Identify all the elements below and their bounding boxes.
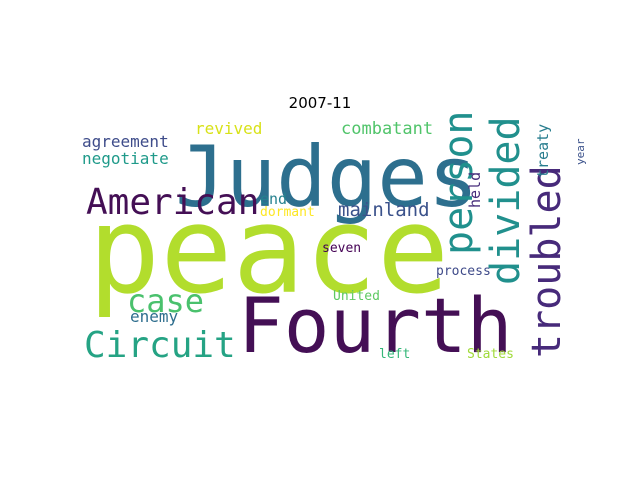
word-left: left bbox=[379, 347, 410, 362]
word-dormant: dormant bbox=[260, 205, 315, 220]
word-seven: seven bbox=[322, 241, 361, 256]
word-divided: divided bbox=[483, 116, 529, 285]
word-person: person bbox=[436, 111, 482, 256]
word-end: end bbox=[260, 190, 287, 208]
word-negotiate: negotiate bbox=[82, 149, 169, 168]
word-combatant: combatant bbox=[341, 119, 433, 139]
word-mainland: mainland bbox=[338, 199, 430, 221]
word-troubled: troubled bbox=[524, 165, 570, 358]
word-circuit: Circuit bbox=[84, 325, 236, 366]
word-united: United bbox=[333, 289, 380, 304]
chart-title: 2007-11 bbox=[288, 94, 352, 112]
word-enemy: enemy bbox=[130, 307, 179, 326]
word-fourth: Fourth bbox=[238, 281, 513, 370]
word-year: year bbox=[574, 138, 587, 165]
word-held: held bbox=[466, 172, 484, 208]
word-american: American bbox=[86, 182, 259, 223]
word-process: process bbox=[436, 264, 491, 279]
word-treaty: treaty bbox=[534, 124, 552, 178]
word-states: States bbox=[467, 347, 514, 362]
word-agreement: agreement bbox=[82, 132, 169, 151]
word-peace: peace bbox=[88, 182, 449, 321]
word-case: case bbox=[127, 282, 204, 320]
word-judges: Judges bbox=[175, 128, 478, 226]
word-revived: revived bbox=[195, 119, 262, 138]
